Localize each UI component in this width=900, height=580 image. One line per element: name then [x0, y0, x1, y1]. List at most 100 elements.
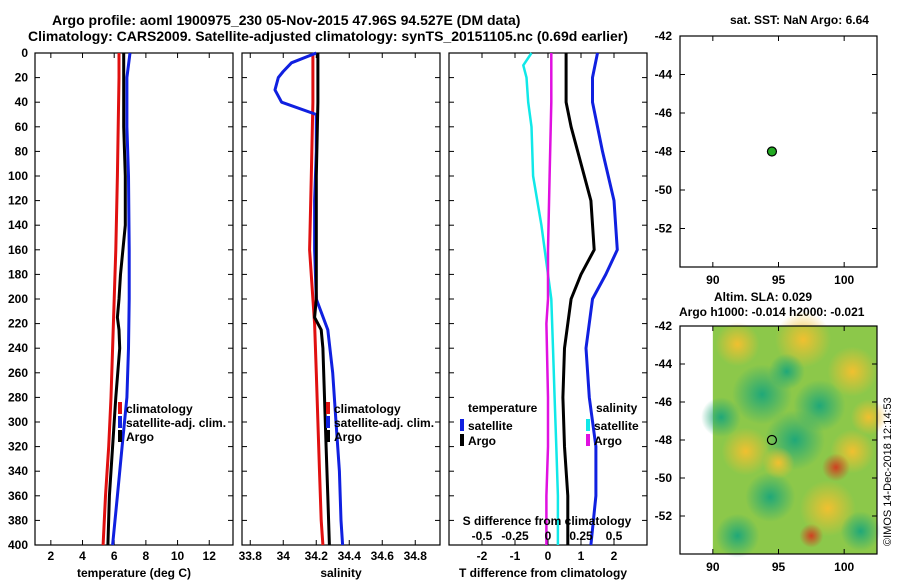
sst-map-xtick-label: 100	[834, 273, 854, 287]
sla-map-field-blob	[799, 480, 856, 537]
diff-legend-title-temperature: temperature	[468, 401, 538, 415]
depth-tick-label: 340	[8, 464, 28, 478]
diff-legend-swatch	[460, 419, 464, 431]
temp-xtick-label: 12	[203, 549, 217, 563]
temp-legend-swatch	[118, 416, 122, 428]
diff-top-xtick-label: -0.5	[472, 529, 493, 543]
title-line-2: Climatology: CARS2009. Satellite-adjuste…	[28, 28, 628, 44]
sal-frame	[241, 52, 441, 546]
temp-series-satellite-adj-clim-	[111, 52, 132, 546]
depth-tick-label: 140	[8, 218, 28, 232]
depth-tick-label: 40	[15, 95, 29, 109]
sal-series-argo	[313, 53, 331, 546]
sla-map-field-blob	[701, 397, 742, 438]
sla-map-field-blob	[850, 399, 887, 436]
sla-map-field-blob	[768, 353, 805, 390]
sla-map-subtitle: Argo h1000: -0.014 h2000: -0.021	[679, 305, 865, 319]
diff-xtick-label: -2	[477, 549, 488, 563]
depth-tick-label: 0	[21, 46, 28, 60]
temp-xtick-label: 8	[143, 549, 150, 563]
sla-map-ytick-label: -44	[655, 357, 673, 371]
sla-map-field-blob	[762, 446, 795, 479]
sal-legend-swatch	[326, 402, 330, 414]
sal-xtick-label: 33.8	[239, 549, 263, 563]
sst-map-ytick-label: -52	[655, 222, 673, 236]
sal-legend-label: satellite-adj. clim.	[334, 416, 434, 430]
depth-tick-label: 100	[8, 169, 28, 183]
sst-map-ytick-label: -46	[655, 106, 673, 120]
sla-map-xtick-label: 100	[834, 560, 854, 574]
sla-map-field-blob	[821, 453, 850, 482]
sst-map-ytick-label: -42	[655, 29, 673, 43]
diff-top-xtick-label: 0.25	[569, 529, 593, 543]
sst-map-ytick-label: -44	[655, 68, 673, 82]
sla-map-ytick-label: -46	[655, 395, 673, 409]
sla-map-field-blob	[715, 322, 760, 367]
sla-map-field-blob	[840, 511, 881, 552]
depth-tick-label: 80	[15, 144, 29, 158]
sst-map-ytick-label: -50	[655, 183, 673, 197]
sla-map-title: Altim. SLA: 0.029	[714, 290, 813, 304]
title-line-1: Argo profile: aoml 1900975_230 05-Nov-20…	[52, 12, 521, 28]
temp-xtick-label: 6	[111, 549, 118, 563]
sal-axis-label: salinity	[320, 566, 362, 580]
depth-tick-label: 280	[8, 390, 28, 404]
diff-xtick-label: 0	[545, 549, 552, 563]
diff-series-t-argo	[561, 53, 596, 545]
sst-map-title: sat. SST: NaN Argo: 6.64	[730, 13, 869, 27]
temp-xtick-label: 2	[47, 549, 54, 563]
sst-map-argo-marker	[766, 146, 778, 157]
depth-tick-label: 400	[8, 538, 28, 552]
depth-tick-label: 320	[8, 440, 28, 454]
sal-legend-swatch	[326, 416, 330, 428]
sla-map-field-blob	[827, 346, 878, 397]
diff-legend-label: Argo	[468, 434, 496, 448]
depth-tick-label: 240	[8, 341, 28, 355]
diff-legend-label: Argo	[594, 434, 622, 448]
depth-tick-label: 120	[8, 194, 28, 208]
depth-tick-label: 160	[8, 243, 28, 257]
sla-map-field-blob	[745, 472, 796, 522]
sal-legend-label: climatology	[334, 402, 401, 416]
sla-map-ytick-label: -52	[655, 509, 673, 523]
diff-top-xtick-label: -0.25	[501, 529, 529, 543]
sal-legend-label: Argo	[334, 430, 362, 444]
temp-series-argo	[106, 53, 127, 546]
depth-tick-label: 20	[15, 71, 29, 85]
sal-xtick-label: 34.6	[371, 549, 395, 563]
diff-top-xtick-label: 0	[545, 529, 552, 543]
depth-tick-label: 200	[8, 292, 28, 306]
sal-xtick-label: 34.2	[305, 549, 329, 563]
diff-legend-swatch	[586, 419, 590, 431]
depth-tick-label: 360	[8, 489, 28, 503]
temp-series-climatology	[101, 53, 121, 546]
temp-legend-swatch	[118, 430, 122, 442]
sst-map-ytick-label: -48	[655, 145, 673, 159]
sla-map-xtick-label: 90	[706, 560, 720, 574]
diff-legend-swatch	[586, 434, 590, 446]
diff-axis-label: T difference from climatology	[459, 566, 627, 580]
temp-legend-label: climatology	[126, 402, 193, 416]
depth-tick-label: 380	[8, 513, 28, 527]
sal-series-satellite-adj-clim-	[273, 51, 345, 546]
temp-xtick-label: 10	[171, 549, 185, 563]
sla-map-field-blob	[799, 523, 824, 548]
diff-legend-label: satellite	[594, 419, 639, 433]
temp-legend-swatch	[118, 402, 122, 414]
sst-map-xtick-label: 90	[706, 273, 720, 287]
diff-top-axis-label: S difference from climatology	[463, 514, 632, 528]
diff-legend-title-salinity: salinity	[596, 401, 638, 415]
temp-legend-label: Argo	[126, 430, 154, 444]
diff-series-t-satellite	[584, 52, 619, 546]
temp-axis-label: temperature (deg C)	[77, 566, 191, 580]
sst-map-xtick-label: 95	[772, 273, 786, 287]
temp-legend-label: satellite-adj. clim.	[126, 416, 226, 430]
sla-map-ytick-label: -42	[655, 319, 673, 333]
sal-xtick-label: 34	[277, 549, 291, 563]
sal-xtick-label: 34.4	[338, 549, 362, 563]
sla-map-ytick-label: -48	[655, 433, 673, 447]
depth-tick-label: 300	[8, 415, 28, 429]
sal-series-climatology	[308, 53, 325, 546]
sla-map-xtick-label: 95	[772, 560, 786, 574]
